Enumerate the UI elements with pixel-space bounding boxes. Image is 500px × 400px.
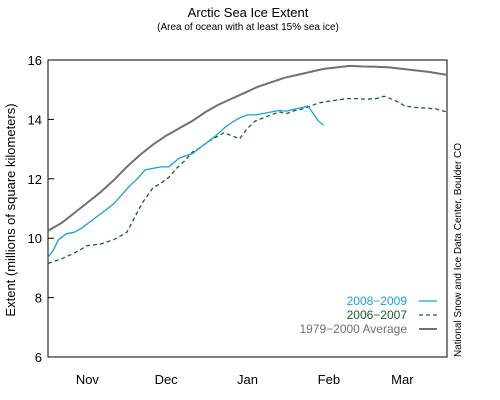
y-axis-label: Extent (millions of square kilometers) xyxy=(3,103,18,316)
y-tick-label: 12 xyxy=(28,172,42,187)
series-line-0 xyxy=(47,105,325,258)
legend-label-0: 2008−2009 xyxy=(347,294,408,308)
y-tick-label: 16 xyxy=(28,53,42,68)
legend-label-1: 2006−2007 xyxy=(347,308,408,322)
x-tick-label: Feb xyxy=(318,372,340,387)
x-tick-label: Jan xyxy=(237,372,258,387)
legend-label-2: 1979−2000 Average xyxy=(299,322,407,336)
x-tick-label: Nov xyxy=(76,372,100,387)
x-tick-label: Dec xyxy=(155,372,179,387)
chart-title: Arctic Sea Ice Extent xyxy=(188,5,309,20)
series-line-2 xyxy=(47,64,448,232)
credit-text: National Snow and Ice Data Center, Bould… xyxy=(453,143,464,357)
y-tick-label: 8 xyxy=(35,291,42,306)
x-tick-label: Mar xyxy=(391,372,414,387)
chart-subtitle: (Area of ocean with at least 15% sea ice… xyxy=(157,22,339,33)
y-tick-label: 14 xyxy=(28,112,42,127)
series-line-1 xyxy=(47,95,448,265)
plot-frame xyxy=(47,59,448,358)
y-tick-label: 10 xyxy=(28,231,42,246)
y-tick-label: 6 xyxy=(35,350,42,365)
